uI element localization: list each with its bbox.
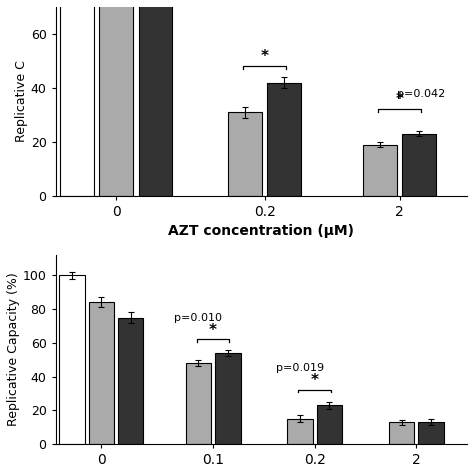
Text: *: * [310, 374, 319, 388]
Text: *: * [261, 49, 269, 64]
Bar [317, 405, 342, 444]
Y-axis label: Replicative C: Replicative C [15, 61, 28, 142]
Bar [389, 422, 414, 444]
Bar [215, 353, 240, 444]
Bar [267, 82, 301, 196]
Bar [89, 302, 114, 444]
Bar [402, 134, 436, 196]
Text: p=0.010: p=0.010 [174, 312, 222, 323]
Bar [59, 275, 84, 444]
Text: *: * [396, 92, 403, 107]
Bar [118, 318, 144, 444]
Bar [60, 0, 94, 196]
Bar [363, 145, 397, 196]
Bar [418, 422, 444, 444]
Text: *: * [209, 323, 217, 338]
Bar [228, 112, 262, 196]
Bar [186, 363, 211, 444]
Y-axis label: Replicative Capacity (%): Replicative Capacity (%) [7, 273, 20, 427]
X-axis label: AZT concentration (μM): AZT concentration (μM) [168, 225, 355, 238]
Bar [138, 0, 173, 196]
Bar [100, 0, 133, 196]
Text: p=0.019: p=0.019 [276, 363, 324, 373]
Bar [287, 419, 313, 444]
Text: p=0.042: p=0.042 [397, 89, 445, 99]
